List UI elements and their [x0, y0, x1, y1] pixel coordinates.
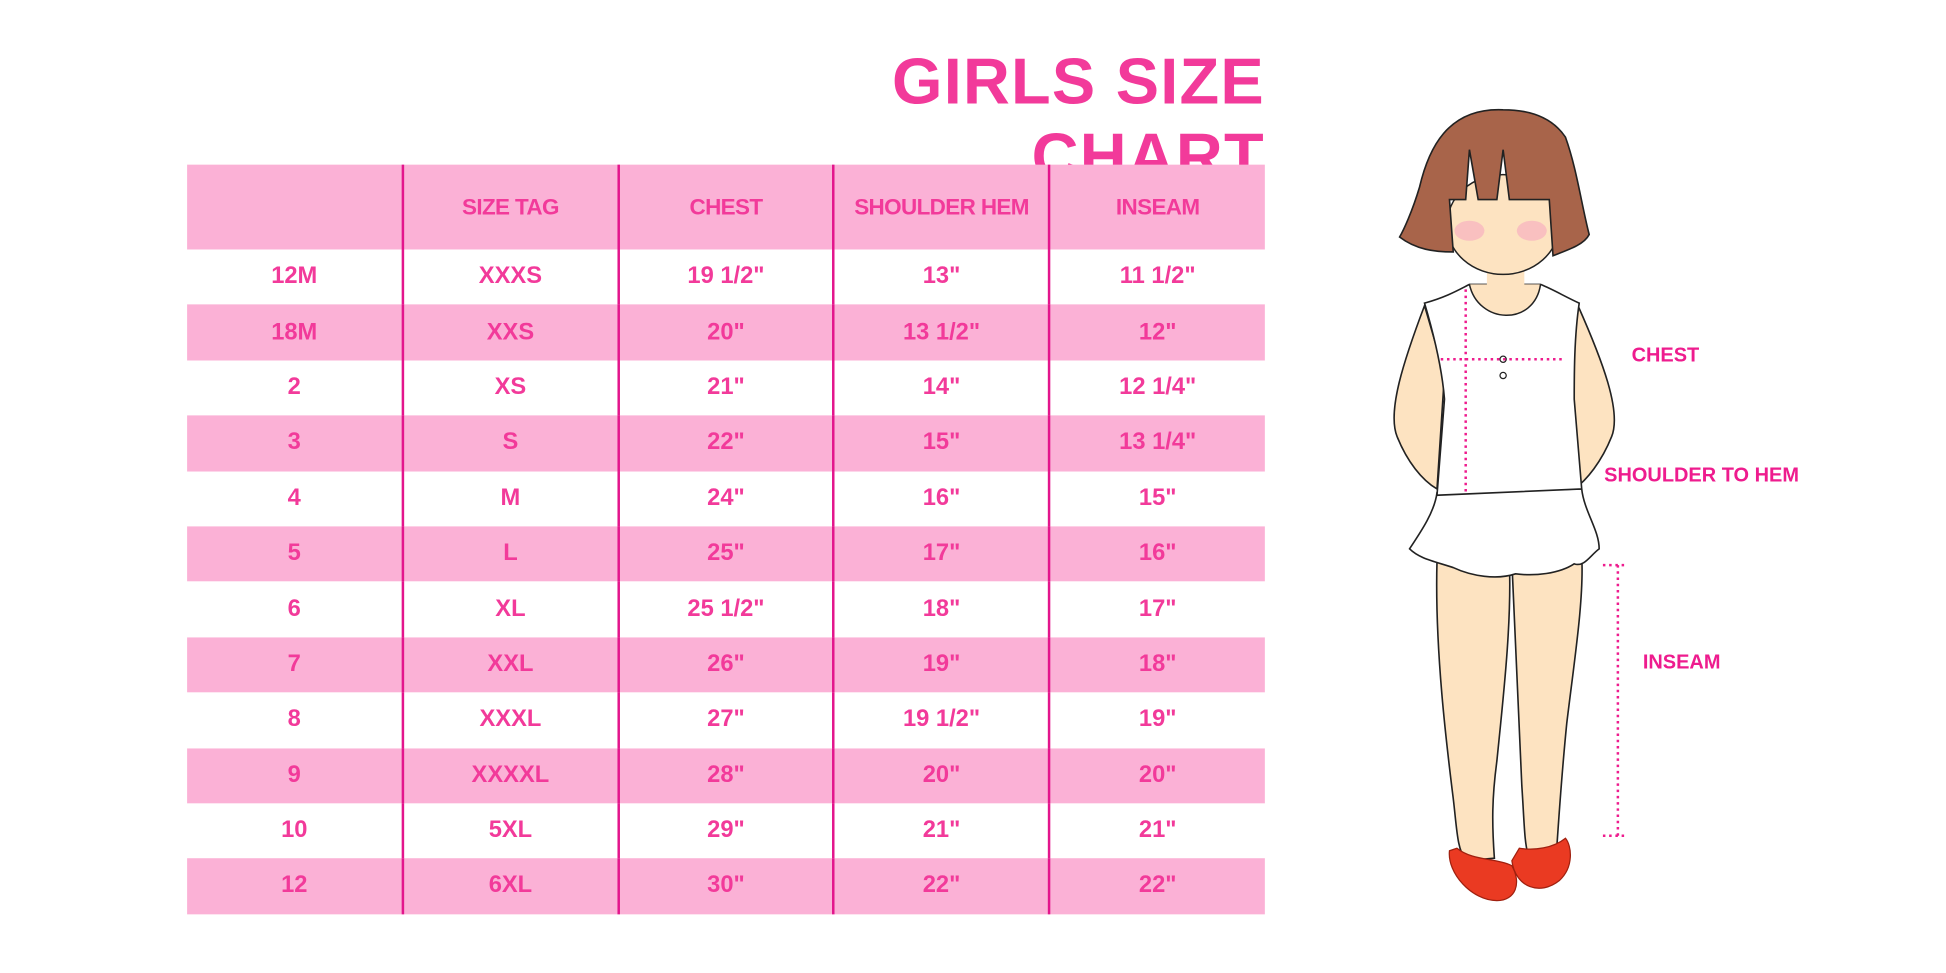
table-cell: 19"	[832, 637, 1050, 693]
table-cell: 10	[281, 817, 308, 844]
column-header: SIZE TAG	[401, 164, 619, 250]
table-row: 12 6XL 30" 22" 22"	[187, 858, 1265, 914]
table-cell: L	[401, 526, 619, 582]
table-cell: 19"	[1048, 692, 1265, 748]
table-cell: XXL	[401, 637, 619, 693]
table-cell: 25"	[616, 526, 834, 582]
table-cell: 29"	[616, 803, 834, 859]
table-cell: 14"	[832, 360, 1050, 416]
table-cell: XXXXL	[401, 747, 619, 804]
column-header: CHEST	[616, 164, 834, 250]
table-row: 4 M 24" 16" 15"	[187, 470, 1265, 527]
table-row: 2 XS 21" 14" 12 1/4"	[187, 360, 1265, 416]
table-cell: 19 1/2"	[832, 692, 1050, 748]
table-cell: 6	[287, 595, 301, 622]
table-cell: 21"	[1048, 803, 1265, 859]
table-cell: XS	[401, 360, 619, 416]
table-cell: 12M	[271, 263, 318, 290]
table-cell: 15"	[1048, 470, 1265, 527]
table-cell: 12	[187, 858, 403, 914]
table-cell: 20"	[616, 304, 834, 361]
table-cell: 25 1/2"	[616, 581, 834, 638]
table-row: 9 XXXXL 28" 20" 20"	[187, 747, 1265, 804]
column-header: INSEAM	[1048, 164, 1265, 250]
table-row: 6 XL 25 1/2" 18" 17"	[187, 581, 1265, 638]
table-cell: 18"	[832, 581, 1050, 638]
table-cell: 2	[287, 374, 301, 401]
table-cell: 17"	[832, 526, 1050, 582]
table-cell: 22"	[616, 415, 834, 471]
left-leg	[1435, 560, 1511, 862]
table-cell: 18M	[187, 304, 403, 361]
left-shoe	[1448, 847, 1518, 902]
table-cell: XXXS	[401, 249, 619, 305]
table-row: 8 XXXL 27" 19 1/2" 19"	[187, 692, 1265, 748]
table-cell: 9	[187, 747, 403, 804]
table-cell: 13 1/2"	[832, 304, 1050, 361]
table-cell: XXXL	[401, 692, 619, 748]
table-cell: 19 1/2"	[616, 249, 834, 305]
table-cell: 28"	[616, 747, 834, 804]
table-cell: S	[401, 415, 619, 471]
shirt	[1423, 283, 1583, 497]
table-cell: 5	[187, 526, 403, 582]
table-cell: 21"	[832, 803, 1050, 859]
right-leg	[1511, 554, 1583, 856]
table-cell: 20"	[832, 747, 1050, 804]
left-arm	[1393, 303, 1446, 491]
table-cell: 26"	[616, 637, 834, 693]
table-cell: 27"	[616, 692, 834, 748]
page-title: GIRLS SIZE CHART	[891, 46, 1265, 194]
table-cell: 21"	[616, 360, 834, 416]
bloomers	[1408, 488, 1600, 578]
table-cell: 11 1/2"	[1048, 249, 1265, 305]
table-cell: 24"	[616, 470, 834, 527]
table-cell: 16"	[832, 470, 1050, 527]
table-cell: 7	[187, 637, 403, 693]
table-row: 12M XXXS 19 1/2" 13" 11 1/2"	[187, 249, 1265, 305]
table-cell: XL	[401, 581, 619, 638]
column-header	[187, 164, 403, 250]
table-cell: 3	[187, 415, 403, 471]
hair	[1398, 108, 1591, 257]
chest-label: CHEST	[1631, 345, 1700, 367]
table-cell: 5XL	[401, 803, 619, 859]
size-chart-table: SIZE TAG CHEST SHOULDER HEM INSEAM 12M XXXS 1…	[187, 164, 1265, 914]
table-cell: 22"	[832, 858, 1050, 914]
table-cell: 18"	[1048, 637, 1265, 693]
table-cell: 13 1/4"	[1048, 415, 1265, 471]
table-cell: 16"	[1048, 526, 1265, 582]
shoulder-to-hem-label: SHOULDER TO HEM	[1604, 465, 1799, 487]
table-row: 18M XXS 20" 13 1/2" 12"	[187, 304, 1265, 361]
table-cell: 20"	[1048, 747, 1265, 804]
column-header: SHOULDER HEM	[832, 164, 1050, 250]
table-row: 7 XXL 26" 19" 18"	[187, 637, 1265, 693]
table-row: 10 5XL 29" 21" 21"	[187, 803, 1265, 859]
table-row: 5 L 25" 17" 16"	[187, 526, 1265, 582]
table-cell: 4	[287, 484, 301, 512]
table-cell: 8	[287, 706, 301, 733]
right-shoe	[1511, 837, 1571, 889]
table-cell: 15"	[832, 415, 1050, 471]
inseam-label: INSEAM	[1642, 652, 1721, 674]
table-cell: 17"	[1048, 581, 1265, 638]
table-row: 3 S 22" 15" 13 1/4"	[187, 415, 1265, 471]
table-cell: 12 1/4"	[1048, 360, 1265, 416]
table-header-row: SIZE TAG CHEST SHOULDER HEM INSEAM	[187, 164, 1265, 250]
table-cell: 12"	[1048, 304, 1265, 361]
table-cell: 6XL	[401, 858, 619, 914]
table-cell: XXS	[401, 304, 619, 361]
table-cell: 22"	[1048, 858, 1265, 914]
table-cell: 30"	[616, 858, 834, 914]
table-cell: M	[401, 470, 619, 527]
table-cell: 13"	[832, 249, 1050, 305]
